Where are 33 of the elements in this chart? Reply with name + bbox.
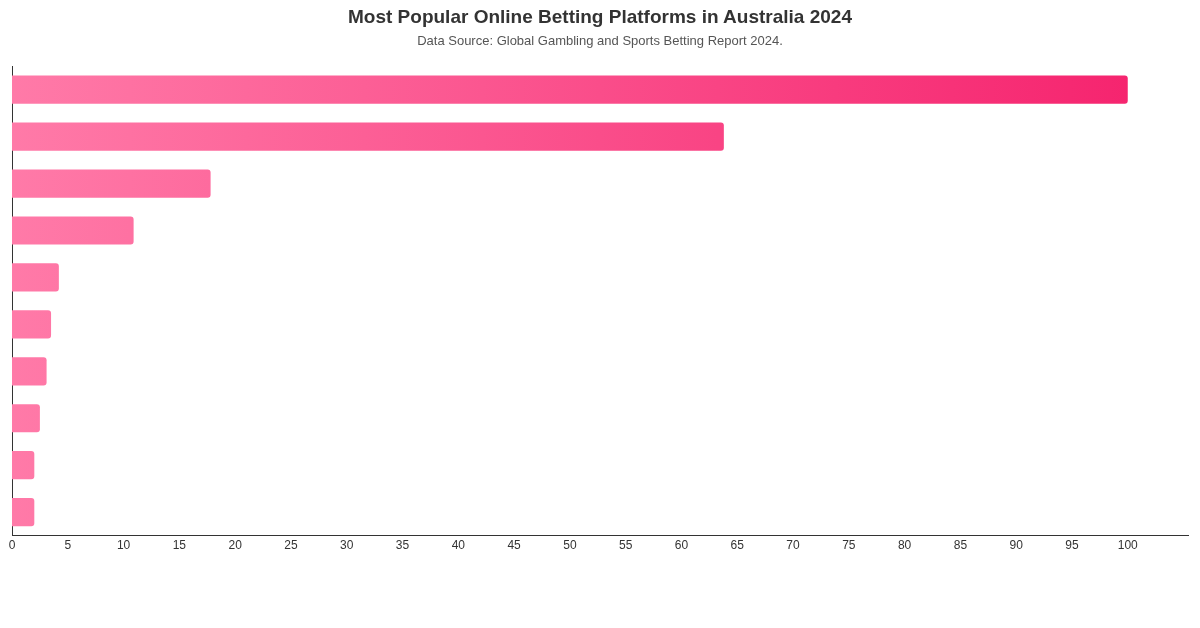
x-tick-label: 60: [674, 538, 689, 553]
bar: [12, 357, 47, 386]
bar: [12, 263, 59, 292]
bar: [12, 122, 724, 151]
bar: [12, 169, 211, 198]
x-tick-label: 50: [563, 538, 577, 553]
x-tick-label: 85: [953, 538, 968, 553]
x-tick-label: 65: [730, 538, 745, 553]
bar: [12, 216, 134, 245]
x-tick-label: 95: [1065, 538, 1079, 553]
x-tick-label: 45: [507, 538, 522, 553]
bar: [12, 404, 40, 433]
x-tick-label: 70: [786, 538, 801, 553]
x-tick-label: 10: [116, 538, 131, 553]
x-tick-label: 25: [284, 538, 298, 553]
x-tick-label: 80: [897, 538, 912, 553]
x-tick-label: 35: [395, 538, 410, 553]
x-tick-label: 15: [172, 538, 187, 553]
x-tick-label: 5: [64, 538, 72, 553]
bar: [12, 310, 52, 339]
x-tick-label: 90: [1009, 538, 1024, 553]
x-tick-label: 75: [842, 538, 856, 553]
chart-title: Most Popular Online Betting Platforms in Australia 2024: [347, 6, 853, 29]
x-tick-label: 55: [618, 538, 633, 553]
x-tick-label: 30: [340, 538, 354, 553]
x-tick-label: 20: [228, 538, 243, 553]
x-tick-label: 100: [1117, 538, 1139, 553]
bar: [12, 451, 35, 480]
x-tick-label: 0: [8, 538, 16, 553]
chart-subtitle: Data Source: Global Gambling and Sports Betting Report 2024.: [416, 33, 784, 50]
bar: [12, 498, 35, 527]
x-tick-label: 40: [451, 538, 466, 553]
bar: [12, 75, 1128, 104]
